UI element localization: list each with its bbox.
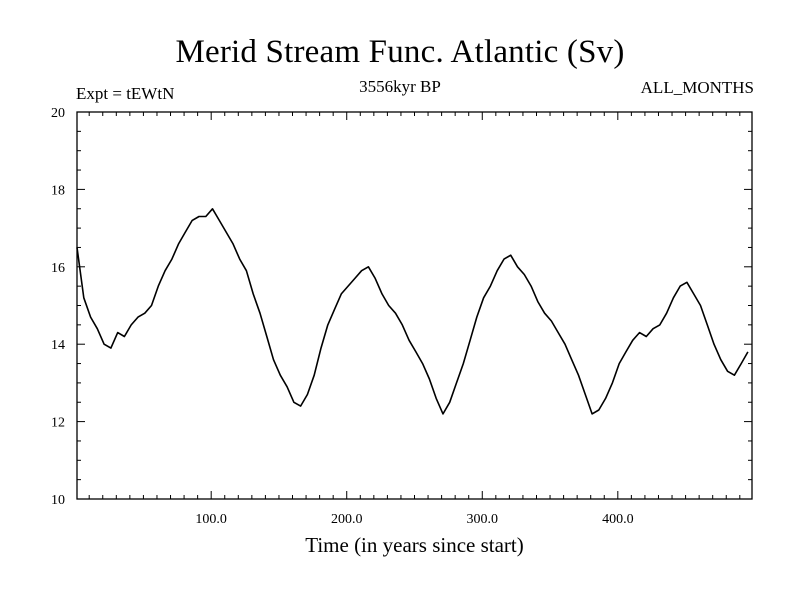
- series-layer: [76, 208, 749, 415]
- y-tick-label: 14: [51, 338, 65, 353]
- y-tick-label: 20: [51, 106, 65, 121]
- x-axis-label: Time (in years since start): [305, 533, 524, 557]
- y-tick-label: 16: [51, 261, 65, 276]
- x-tick-label: 400.0: [602, 512, 634, 527]
- months-label: ALL_MONTHS: [640, 78, 754, 97]
- x-tick-label: 300.0: [467, 512, 499, 527]
- y-tick-label: 12: [51, 416, 65, 431]
- x-axis: 100.0 200.0 300.0 400.0: [88, 112, 741, 527]
- x-tick-label: 100.0: [195, 512, 227, 527]
- x-tick-label: 200.0: [331, 512, 363, 527]
- y-axis: 10 12 14 16 18 20: [51, 106, 752, 508]
- chart-title: Merid Stream Func. Atlantic (Sv): [175, 34, 625, 70]
- plot-frame: [76, 111, 753, 500]
- period-label: 3556kyr BP: [359, 77, 441, 96]
- series-line: [76, 208, 749, 415]
- y-tick-label: 18: [51, 183, 65, 198]
- y-tick-label: 10: [51, 493, 65, 508]
- experiment-label: Expt = tEWtN: [76, 84, 175, 103]
